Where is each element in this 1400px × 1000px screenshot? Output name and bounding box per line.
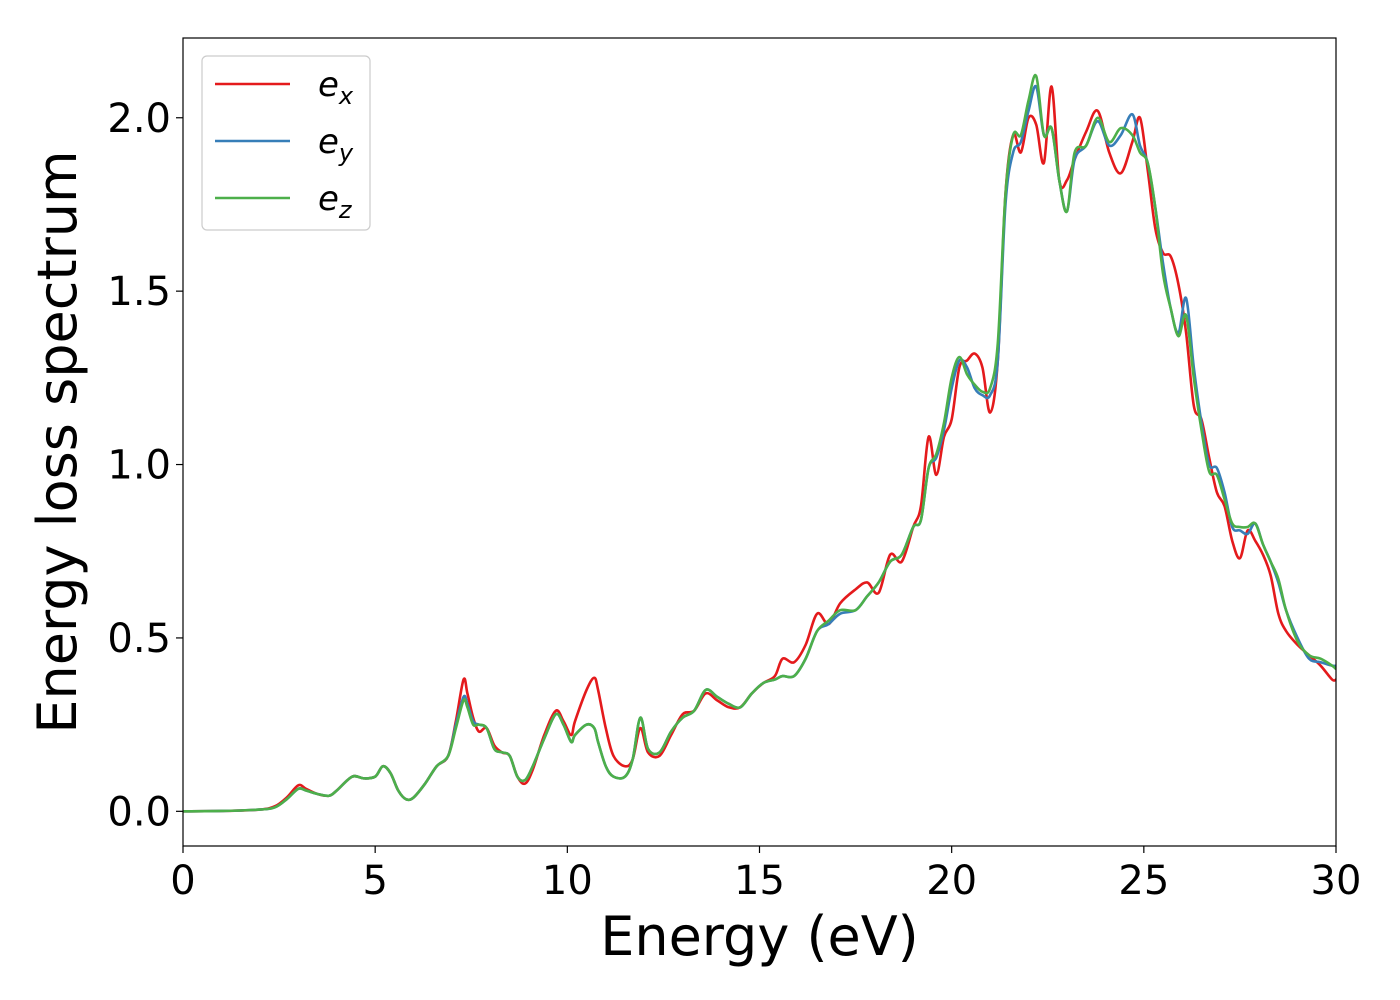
- legend-label-base: e: [318, 122, 339, 162]
- y-tick-label: 1.5: [107, 269, 171, 315]
- y-tick-label: 1.0: [107, 443, 171, 489]
- x-tick-label: 30: [1311, 858, 1362, 904]
- legend-label-e-x: ex: [318, 65, 354, 110]
- x-tick-label: 0: [170, 858, 195, 904]
- legend-box: [201, 55, 371, 231]
- x-axis-label: Energy (eV): [600, 905, 919, 968]
- x-tick-label: 15: [734, 858, 785, 904]
- x-tick-label: 5: [362, 858, 387, 904]
- y-tick-label: 0.5: [107, 616, 171, 662]
- legend-label-subscript: y: [338, 139, 354, 167]
- legend-label-e-y: ey: [318, 122, 354, 167]
- legend-label-base: e: [318, 179, 339, 219]
- series-layer: [183, 73, 1336, 813]
- x-tick-label: 20: [926, 858, 977, 904]
- x-tick-label: 25: [1118, 858, 1169, 904]
- x-axis-ticks: 0 5 10 15 20 25 30: [170, 846, 1361, 904]
- legend-label-base: e: [318, 65, 339, 105]
- legend-label-subscript: x: [338, 82, 354, 110]
- plot-background: [183, 38, 1336, 846]
- x-tick-label: 10: [542, 858, 593, 904]
- y-tick-label: 0.0: [107, 789, 171, 835]
- legend-label-subscript: z: [338, 196, 353, 224]
- y-tick-label: 2.0: [107, 96, 171, 142]
- legend-label-e-z: ez: [318, 179, 353, 224]
- y-axis-ticks: 0.0 0.5 1.0 1.5 2.0: [107, 96, 183, 835]
- y-axis-label: Energy loss spectrum: [26, 150, 89, 733]
- series-line-e-z: [183, 73, 1336, 813]
